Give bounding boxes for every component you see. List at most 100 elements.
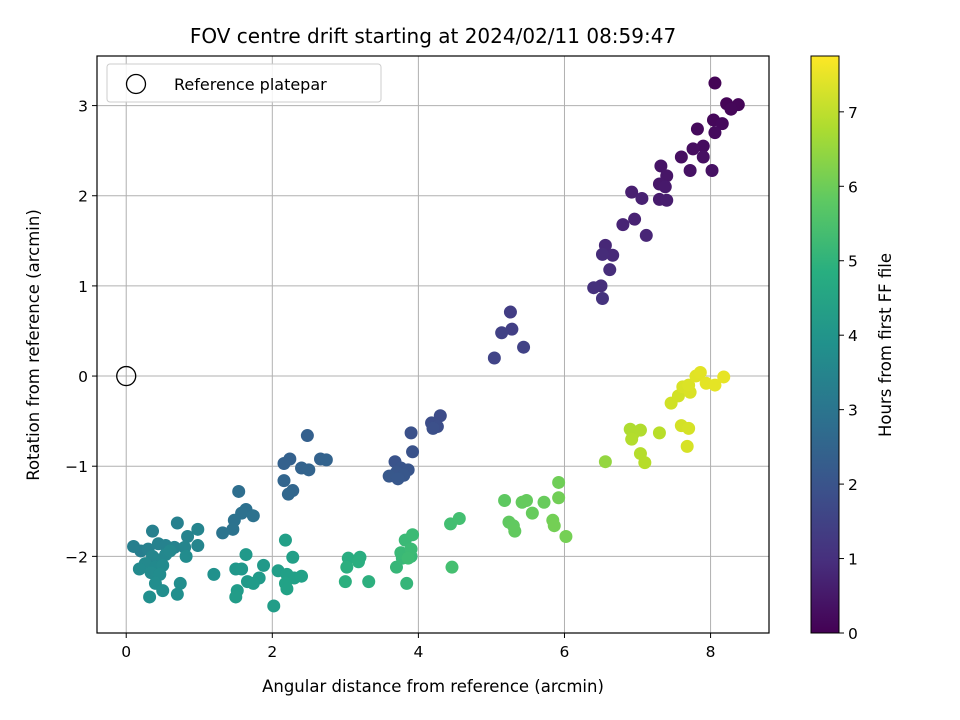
data-point — [724, 102, 738, 116]
data-point — [715, 117, 729, 131]
colorbar-tick-label: 4 — [848, 327, 858, 345]
data-point — [633, 423, 647, 437]
data-point — [226, 522, 240, 536]
data-point — [616, 218, 630, 232]
data-point — [280, 582, 294, 596]
colorbar-tick-label: 7 — [848, 104, 858, 122]
data-point — [495, 326, 509, 340]
data-point — [587, 281, 601, 295]
legend-entry-reference: Reference platepar — [174, 75, 327, 94]
data-point — [406, 528, 420, 542]
data-point — [519, 493, 533, 507]
data-point — [156, 584, 170, 598]
data-point — [257, 558, 271, 572]
data-point — [340, 560, 354, 574]
reference-marker-icon — [116, 365, 137, 387]
data-point — [686, 142, 700, 156]
data-point — [181, 530, 195, 544]
data-point — [295, 569, 309, 583]
legend: Reference platepar — [106, 63, 382, 103]
data-point — [232, 484, 246, 498]
data-point — [445, 560, 459, 574]
data-point — [603, 263, 617, 277]
data-point — [127, 539, 141, 553]
colorbar-tick-label: 5 — [848, 253, 858, 271]
data-point — [239, 548, 253, 562]
data-point — [191, 539, 205, 553]
data-point — [229, 590, 243, 604]
data-point — [170, 587, 184, 601]
data-point — [682, 378, 696, 392]
data-points — [127, 76, 745, 613]
data-point — [683, 163, 697, 177]
data-point — [338, 575, 352, 589]
data-point — [216, 526, 230, 540]
data-point — [654, 159, 668, 173]
data-point — [628, 212, 642, 226]
legend-box — [106, 63, 382, 103]
data-point — [170, 516, 184, 530]
y-tick-label: 3 — [78, 98, 88, 116]
data-point — [658, 180, 672, 194]
chart-title: FOV centre drift starting at 2024/02/11 … — [190, 24, 676, 48]
data-point — [433, 409, 447, 423]
data-point — [498, 493, 512, 507]
data-point — [547, 519, 561, 533]
colorbar-tick-label: 3 — [848, 402, 858, 420]
colorbar-tick-label: 6 — [848, 178, 858, 196]
data-point — [173, 576, 187, 590]
data-point — [143, 590, 157, 604]
data-point — [625, 185, 639, 199]
data-point — [452, 512, 466, 526]
data-point — [267, 599, 281, 613]
colorbar-tick-label: 1 — [848, 551, 858, 569]
x-tick-label: 0 — [121, 643, 131, 661]
y-axis-ticks: −2 −1 0 1 2 3 — [65, 98, 97, 566]
y-axis-label: Rotation from reference (arcmin) — [24, 209, 43, 481]
data-point — [552, 491, 566, 505]
data-point — [595, 292, 609, 306]
data-point — [281, 487, 295, 501]
data-point — [638, 456, 652, 470]
data-point — [696, 150, 710, 164]
colorbar-label: Hours from first FF file — [876, 253, 895, 437]
data-point — [278, 533, 292, 547]
data-point — [400, 576, 414, 590]
data-point — [625, 432, 639, 446]
plot-frame — [96, 55, 770, 634]
data-point — [277, 457, 291, 471]
data-point — [517, 340, 531, 354]
data-point — [708, 76, 722, 90]
data-point — [246, 576, 260, 590]
x-tick-label: 8 — [706, 643, 716, 661]
data-point — [302, 463, 316, 477]
data-point — [508, 524, 522, 538]
data-point — [717, 370, 731, 384]
y-tick-label: 1 — [78, 278, 88, 296]
colorbar-tick-label: 2 — [848, 476, 858, 494]
x-axis-ticks: 0 2 4 6 8 — [121, 633, 716, 661]
x-tick-label: 2 — [267, 643, 277, 661]
data-point — [503, 305, 517, 319]
reference-marker-group — [116, 365, 137, 387]
x-tick-label: 4 — [413, 643, 423, 661]
data-point — [391, 472, 405, 486]
data-point — [708, 126, 722, 140]
data-point — [277, 474, 291, 488]
data-point — [191, 522, 205, 536]
data-point — [525, 506, 539, 520]
data-point — [552, 475, 566, 489]
data-point — [426, 421, 440, 435]
data-point — [639, 228, 653, 242]
data-point — [235, 562, 249, 576]
data-point — [351, 555, 365, 569]
data-point — [163, 544, 177, 558]
colorbar — [810, 55, 840, 634]
data-point — [705, 163, 719, 177]
data-point — [286, 550, 300, 564]
data-point — [146, 524, 160, 538]
data-point — [660, 193, 674, 207]
data-point — [708, 378, 722, 392]
